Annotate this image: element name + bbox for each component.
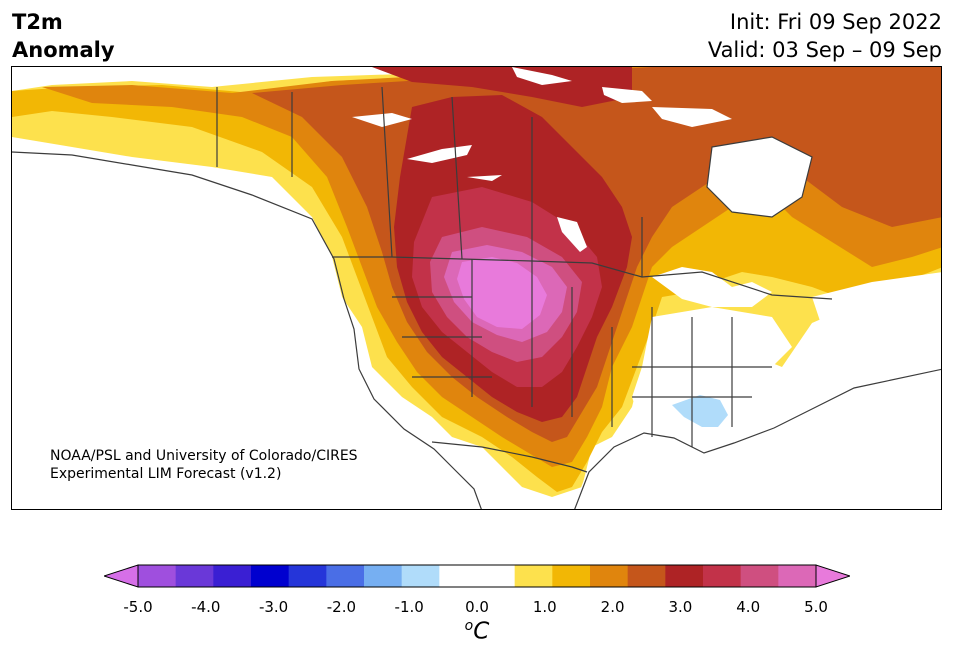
lake-winnipeg (557, 217, 587, 252)
us-canada-border (332, 256, 833, 300)
colorbar-cell (213, 565, 252, 587)
unit-degree: o (464, 618, 474, 634)
colorbar-max-extension (815, 564, 850, 588)
colorbar-cell (665, 565, 704, 587)
map-canvas (12, 67, 941, 509)
credit-line-1: NOAA/PSL and University of Colorado/CIRE… (50, 448, 358, 464)
colorbar-cell (477, 565, 516, 587)
colorbar-tick-label: 1.0 (532, 598, 557, 616)
pacific-ocean (12, 147, 482, 509)
colorbar-cell (590, 565, 629, 587)
atlantic-ocean (812, 272, 941, 377)
colorbar-tick-label: 4.0 (736, 598, 761, 616)
init-date: Init: Fri 09 Sep 2022 (729, 10, 942, 34)
map-title: T2m Anomaly (12, 8, 115, 64)
anomaly-map: NOAA/PSL and University of Colorado/CIRE… (11, 66, 942, 510)
colorbar-cell (364, 565, 403, 587)
colorbar-cell (703, 565, 742, 587)
gulf-ocean (572, 367, 941, 509)
hudson-bay (707, 137, 812, 217)
great-bear-lake (352, 113, 412, 127)
west-coast (12, 151, 482, 509)
colorbar-tick-label: -5.0 (123, 598, 153, 616)
colorbar-cell (175, 565, 214, 587)
forecast-dates: Init: Fri 09 Sep 2022 Valid: 03 Sep – 09… (708, 8, 942, 64)
colorbar-cell (740, 565, 779, 587)
mexico-border (431, 441, 588, 473)
us-states-west (392, 259, 573, 417)
canada-provinces (216, 86, 643, 277)
colorbar-cell (326, 565, 365, 587)
colorbar-cells (138, 565, 817, 587)
title-line-1: T2m (12, 10, 63, 34)
gulf-coast (574, 368, 941, 509)
colorbar-cell (138, 565, 177, 587)
title-line-2: Anomaly (12, 38, 115, 62)
unit-letter: C (473, 618, 490, 645)
us-states-east (611, 307, 772, 447)
colorbar-cell (288, 565, 327, 587)
credit-line-2: Experimental LIM Forecast (v1.2) (50, 466, 282, 482)
colorbar-tick-label: -4.0 (191, 598, 221, 616)
great-lakes (652, 267, 772, 307)
valid-range: Valid: 03 Sep – 09 Sep (707, 38, 942, 62)
colorbar-cell (778, 565, 817, 587)
colorbar-tick-label: 5.0 (804, 598, 828, 616)
colorbar-cell (439, 565, 478, 587)
colorbar-cell (401, 565, 440, 587)
colorbar-cell (251, 565, 290, 587)
map-borders (12, 86, 941, 509)
colorbar-min-extension (104, 564, 139, 588)
colorbar-tick-label: 0.0 (465, 598, 489, 616)
band-violet (457, 257, 547, 329)
band-red-north (372, 67, 632, 107)
colorbar-cell (514, 565, 553, 587)
colorbar-tick-label: -2.0 (326, 598, 357, 616)
colorbar-tick-label: 2.0 (600, 598, 625, 616)
colorbar (104, 564, 850, 588)
colorbar-cell (552, 565, 591, 587)
band-light-blue-se-2 (672, 395, 728, 427)
colorbar-tick-label: -3.0 (258, 598, 289, 616)
hudson-coast (706, 136, 813, 218)
arctic-channel-2 (602, 87, 652, 103)
arctic-channel-1 (512, 67, 572, 85)
band-neutral-se (632, 307, 792, 447)
colorbar-tick-label: 3.0 (668, 598, 693, 616)
colorbar-unit: oC (465, 618, 490, 645)
credit-text: NOAA/PSL and University of Colorado/CIRE… (50, 447, 358, 483)
colorbar-outline (137, 564, 817, 588)
arctic-channel-3 (652, 107, 732, 127)
colorbar-cell (627, 565, 666, 587)
colorbar-tick-label: -1.0 (394, 598, 424, 616)
lake-athabasca (467, 175, 502, 181)
